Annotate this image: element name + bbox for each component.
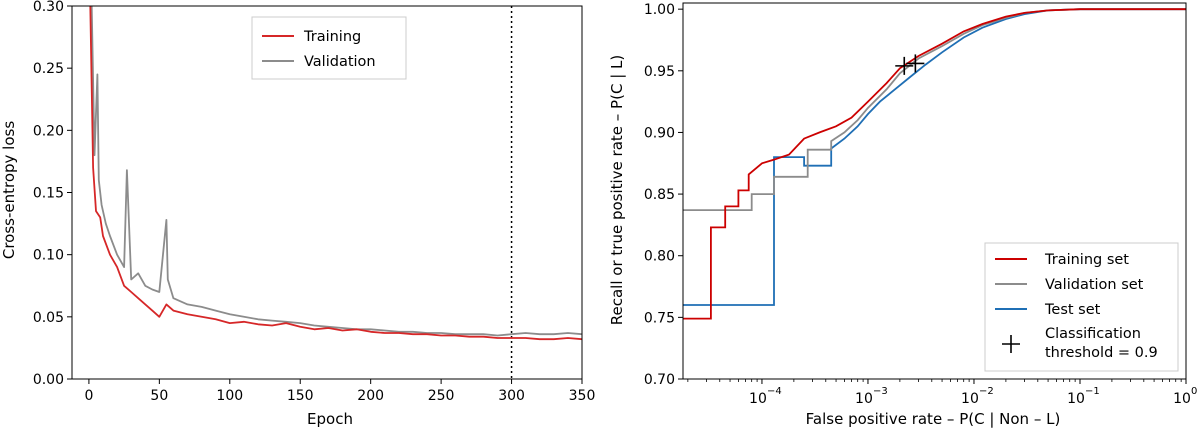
loss-plot-area (89, 6, 582, 379)
roc-plot-area (683, 8, 1186, 320)
roc-axes-border (682, 2, 1187, 380)
loss-x-tick-label: 150 (287, 388, 314, 404)
roc-x-axis-label: False positive rate – P(C | Non – L) (806, 410, 1061, 428)
roc-y-tick-label: 1.00 (644, 2, 675, 18)
roc-y-tick-label: 0.90 (644, 125, 675, 141)
loss-series-validation (90, 6, 582, 337)
loss-x-tick-label: 250 (428, 388, 455, 404)
loss-y-axis-label: Cross-entropy loss (0, 121, 18, 259)
legend-validation-set-label: Validation set (1045, 277, 1144, 293)
roc-legend: Training set Validation set Test set Cla… (984, 242, 1179, 372)
roc-y-ticks: 0.70 0.75 0.80 0.85 0.90 0.95 1.00 (644, 2, 683, 388)
roc-y-tick-label: 0.85 (644, 187, 675, 203)
roc-series-training-set (683, 8, 1186, 320)
loss-chart: 0 50 100 150 200 250 300 350 0.000.050.100.150.… (0, 0, 595, 428)
roc-y-axis-label: Recall or true positive rate – P(C | L) (608, 55, 626, 325)
legend-threshold-label-line2: threshold = 0.9 (1045, 345, 1158, 361)
loss-x-tick-label: 300 (498, 388, 525, 404)
roc-x-tick-exponent: −1 (1085, 386, 1100, 397)
loss-series-group (89, 6, 582, 379)
loss-y-tick-label: 0.20 (33, 123, 64, 139)
loss-y-tick-label: 0.10 (33, 248, 64, 264)
loss-x-ticks: 0 50 100 150 200 250 300 350 (84, 379, 595, 404)
loss-legend: Training Validation (251, 16, 407, 80)
loss-x-tick-label: 0 (84, 388, 93, 404)
legend-validation-label: Validation (304, 54, 376, 70)
roc-x-tick-exponent: −4 (767, 386, 782, 397)
roc-y-tick-label: 0.95 (644, 64, 675, 80)
loss-legend-box (251, 16, 407, 80)
roc-y-tick-label: 0.80 (644, 249, 675, 265)
loss-y-tick-label: 0.30 (33, 0, 64, 15)
roc-plot-frame (682, 2, 1187, 380)
roc-x-tick-label: 10 (961, 391, 979, 407)
roc-series-test-set (683, 8, 1186, 306)
loss-y-tick-label: 0.05 (33, 310, 64, 326)
loss-y-tick-label: 0.00 (33, 372, 64, 388)
loss-y-tick-label: 0.15 (33, 186, 64, 202)
legend-threshold-marker (1002, 335, 1020, 353)
roc-y-tick-label: 0.70 (644, 372, 675, 388)
roc-chart: 10 −4 10 −3 10 −2 10 −1 10 0 0.700.750.800.850.90… (608, 2, 1197, 428)
roc-x-tick-label: 10 (1067, 391, 1085, 407)
roc-legend-box (984, 242, 1179, 372)
legend-training-label: Training (303, 29, 361, 45)
legend-training-set-label: Training set (1044, 252, 1129, 268)
roc-x-ticks: 10 −4 10 −3 10 −2 10 −1 10 0 (687, 379, 1197, 407)
roc-x-tick-label: 10 (1173, 391, 1191, 407)
roc-x-tick-label: 10 (855, 391, 873, 407)
threshold-marker (895, 56, 914, 75)
roc-x-tick-exponent: −2 (979, 386, 994, 397)
roc-series-validation-set (683, 8, 1186, 212)
loss-x-tick-label: 100 (216, 388, 243, 404)
loss-x-tick-label: 350 (569, 388, 596, 404)
loss-x-tick-label: 200 (357, 388, 384, 404)
roc-x-tick-label: 10 (749, 391, 767, 407)
loss-series-training (89, 6, 582, 341)
loss-y-ticks: 0.00 0.05 0.10 0.15 0.20 0.25 0.30 (33, 0, 72, 388)
roc-x-tick-exponent: −3 (873, 386, 888, 397)
legend-threshold-label-line1: Classification (1045, 326, 1141, 342)
roc-y-tick-label: 0.75 (644, 310, 675, 326)
roc-series-group (683, 8, 1186, 320)
loss-y-tick-label: 0.25 (33, 61, 64, 77)
roc-x-tick-exponent: 0 (1191, 386, 1197, 397)
loss-x-axis-label: Epoch (307, 410, 353, 428)
threshold-marker (906, 54, 925, 73)
legend-test-set-label: Test set (1044, 302, 1101, 318)
loss-x-tick-label: 50 (150, 388, 168, 404)
